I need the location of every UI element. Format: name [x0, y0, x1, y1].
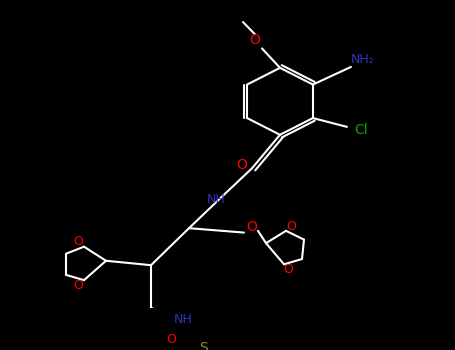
Text: O: O [166, 333, 176, 346]
Text: O: O [73, 279, 83, 292]
Text: NH: NH [174, 313, 192, 326]
Text: O: O [249, 33, 260, 47]
Text: Cl: Cl [354, 124, 368, 138]
Text: O: O [286, 220, 296, 233]
Text: S: S [199, 341, 207, 350]
Text: NH: NH [207, 194, 225, 206]
Text: O: O [247, 220, 258, 234]
Text: O: O [73, 235, 83, 248]
Text: NH₂: NH₂ [351, 54, 375, 66]
Text: O: O [237, 158, 248, 172]
Text: O: O [283, 263, 293, 276]
